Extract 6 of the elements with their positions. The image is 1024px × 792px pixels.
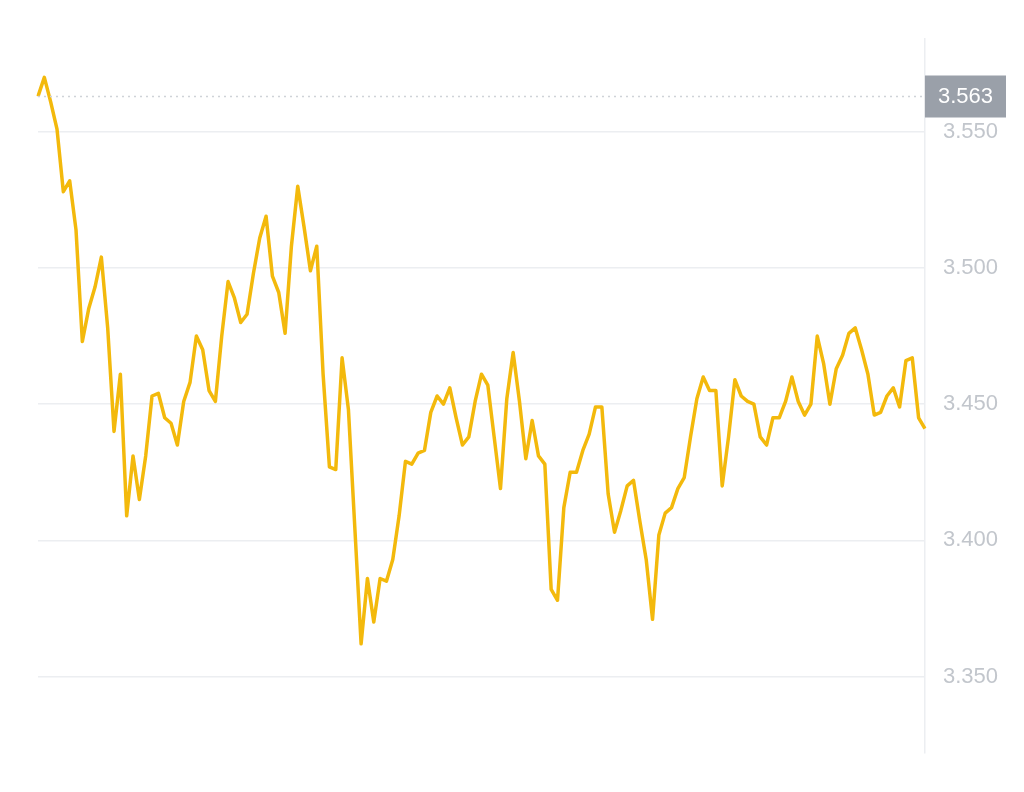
- y-tick-label: 3.350: [942, 662, 999, 688]
- y-tick-label: 3.450: [942, 390, 999, 416]
- y-tick-label: 3.500: [942, 254, 999, 280]
- y-tick-label: 3.400: [942, 526, 999, 552]
- y-tick-label: 3.550: [942, 117, 999, 143]
- ref-line-label: 3.563: [937, 83, 994, 109]
